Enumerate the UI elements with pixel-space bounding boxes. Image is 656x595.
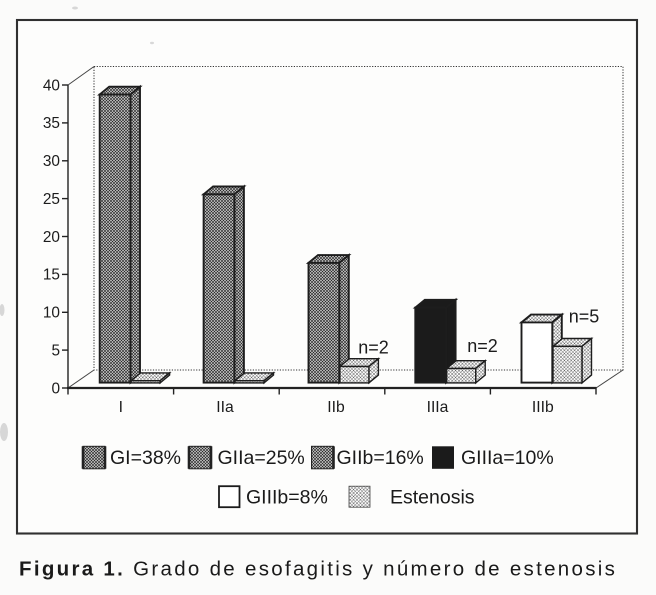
svg-text:Figura 1. Grado de esofagitis: Figura 1. Grado de esofagitis y número d… [19, 558, 617, 581]
svg-text:GI=38%: GI=38% [110, 447, 181, 469]
svg-text:GIIa=25%: GIIa=25% [218, 447, 305, 469]
svg-text:Estenosis: Estenosis [390, 487, 475, 509]
svg-text:n=5: n=5 [569, 307, 600, 327]
svg-text:0: 0 [51, 380, 60, 397]
svg-text:GIIb=16%: GIIb=16% [337, 447, 424, 469]
svg-text:IIb: IIb [327, 399, 345, 416]
svg-text:IIIa: IIIa [427, 399, 449, 416]
svg-text:GIIIb=8%: GIIIb=8% [246, 487, 328, 509]
svg-text:I: I [119, 399, 123, 416]
svg-text:IIa: IIa [216, 399, 234, 416]
svg-text:15: 15 [43, 267, 60, 284]
svg-text:30: 30 [43, 153, 60, 170]
svg-text:25: 25 [43, 191, 60, 208]
svg-text:20: 20 [43, 229, 60, 246]
svg-text:GIIIa=10%: GIIIa=10% [461, 447, 554, 469]
svg-text:35: 35 [43, 115, 60, 132]
svg-text:n=2: n=2 [358, 338, 389, 358]
svg-text:n=2: n=2 [467, 336, 498, 356]
svg-text:10: 10 [43, 305, 60, 322]
svg-text:IIIb: IIIb [532, 399, 554, 416]
svg-text:5: 5 [51, 342, 60, 359]
svg-text:40: 40 [43, 77, 60, 94]
